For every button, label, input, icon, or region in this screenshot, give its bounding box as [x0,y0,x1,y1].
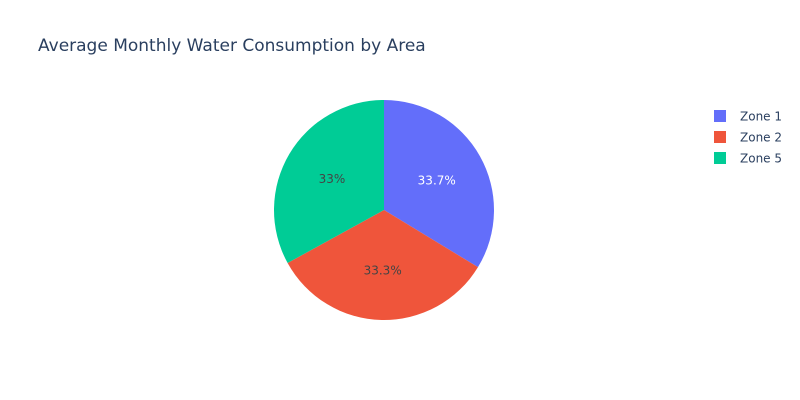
pie-slice-labels: 33.7% 33.3% 33% [319,172,456,277]
legend-item-zone-1[interactable]: Zone 1 [714,110,782,124]
pie-slices [274,100,494,320]
pie-slice-zone-5[interactable] [274,100,384,263]
legend-item-zone-2[interactable]: Zone 2 [714,131,782,145]
pie-slice-zone-2[interactable] [287,210,478,320]
pie-slice-zone-1[interactable] [384,100,494,268]
pie-slice-label: 33.3% [364,263,402,277]
legend-swatch [714,152,726,164]
legend-label: Zone 5 [740,152,782,166]
chart-title: Average Monthly Water Consumption by Are… [38,36,426,56]
pie-slice-label: 33% [319,172,346,186]
legend-swatch [714,131,726,143]
legend-label: Zone 1 [740,110,782,124]
legend-swatch [714,110,726,122]
pie-slice-label: 33.7% [418,173,456,187]
legend-label: Zone 2 [740,131,782,145]
legend-item-zone-5[interactable]: Zone 5 [714,152,782,166]
legend[interactable]: Zone 1 Zone 2 Zone 5 [714,110,782,166]
